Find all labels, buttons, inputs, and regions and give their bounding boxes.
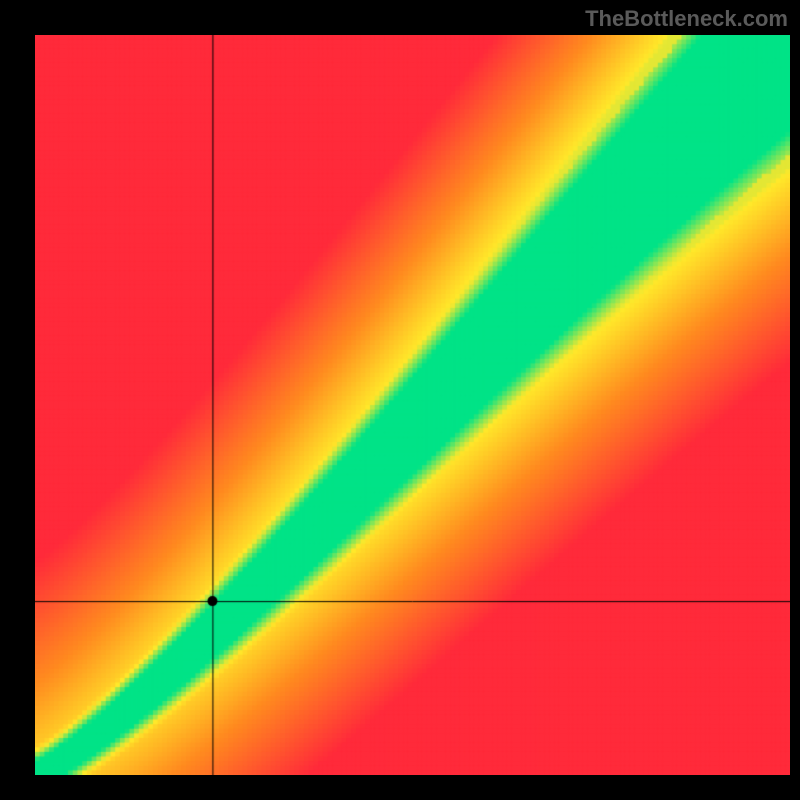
bottleneck-heatmap [35,35,790,775]
chart-container: TheBottleneck.com [0,0,800,800]
watermark-text: TheBottleneck.com [585,6,788,32]
